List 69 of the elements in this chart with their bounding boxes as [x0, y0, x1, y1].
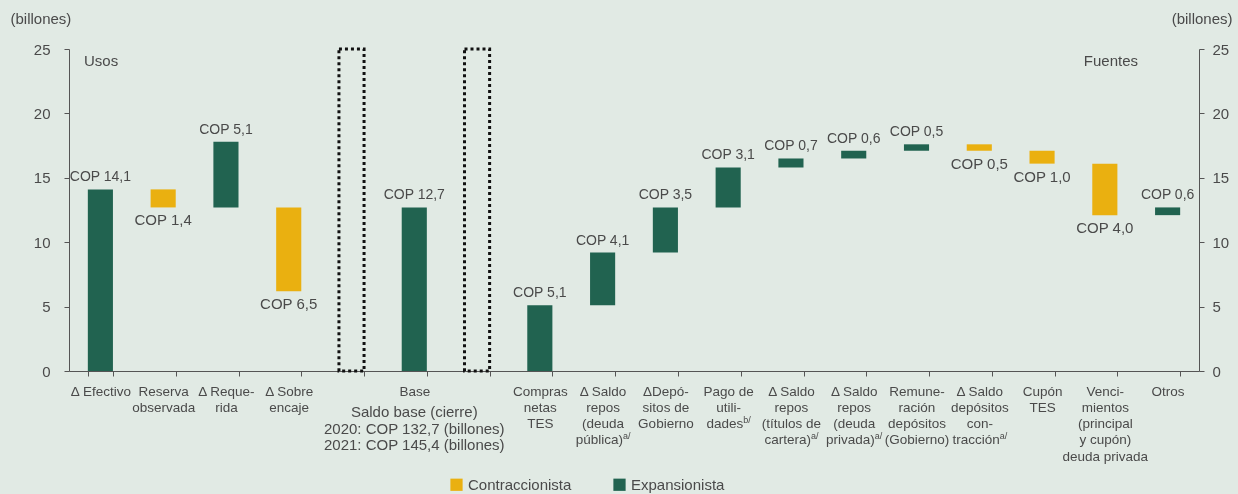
x-tick-label: Pago de utili- dades$^{b/}$: [703, 383, 754, 432]
bar: [276, 207, 302, 292]
y2-axis-title: (billones): [1171, 9, 1233, 27]
data-label: COP 5,1: [513, 284, 567, 301]
y2-tick-label: 5: [1212, 298, 1221, 316]
data-label: COP 0,6: [1140, 186, 1195, 203]
y-tick-label: 25: [33, 40, 51, 58]
y-tick-label: 5: [42, 298, 51, 316]
data-label: COP 0,5: [950, 154, 1008, 172]
x-tick-label: Δ Efectivo: [70, 383, 131, 399]
y-tick-label: 20: [33, 104, 51, 122]
x-tick-label: Δ Sobre encaje: [265, 383, 314, 415]
x-tick-label: Δ Saldo repos (deuda pública)$^{a/}$: [575, 383, 631, 448]
x-tick-label: Base: [399, 383, 431, 399]
bar: [1029, 150, 1055, 164]
bar: [1155, 207, 1181, 216]
data-label: COP 3,5: [638, 186, 693, 203]
data-label: COP 4,1: [575, 231, 630, 248]
annotation: Usos: [84, 52, 119, 69]
data-label: COP 1,0: [1013, 167, 1071, 185]
bar: [87, 189, 113, 371]
bar: [590, 252, 616, 306]
bar: [1092, 163, 1118, 216]
x-tick-label: Remune- ración depósitos (Gobierno): [884, 383, 950, 448]
data-label: COP 0,6: [827, 129, 881, 146]
bar: [652, 207, 678, 253]
x-tick-label: Δ Saldo repos (títulos de cartera)$^{a/}$: [761, 383, 822, 448]
data-label: COP 5,1: [199, 120, 253, 137]
y-tick-label: 0: [42, 362, 51, 380]
bar: [527, 305, 553, 371]
bar: [337, 47, 366, 373]
x-tick-label: Compras netas TES: [512, 383, 568, 432]
y2-tick-label: 25: [1212, 40, 1230, 58]
x-tick-label: Δ Saldo depósitos con- tracción$^{a/}$: [950, 383, 1009, 448]
bar: [463, 47, 492, 373]
data-label: COP 3,1: [701, 146, 756, 163]
data-label: COP 14,1: [69, 168, 132, 185]
bar: [401, 207, 427, 371]
y-tick-label: 10: [33, 233, 51, 251]
data-label: COP 4,0: [1076, 219, 1134, 237]
x-tick-label: Cupón TES: [1022, 383, 1063, 415]
data-label: COP 0,5: [889, 123, 944, 140]
y-tick-label: 15: [33, 169, 51, 187]
bar: [966, 144, 992, 151]
bar: [841, 150, 867, 159]
data-label: COP 12,7: [383, 186, 446, 203]
legend-label: Expansionista: [631, 475, 726, 493]
y-axis-title: (billones): [10, 9, 72, 27]
x-tick-label: Otros: [1151, 383, 1185, 399]
data-label: COP 6,5: [260, 295, 318, 313]
x-tick-label: Δ Saldo repos (deuda privada)$^{a/}$: [826, 383, 883, 448]
annotation: Fuentes: [1083, 52, 1138, 69]
data-label: COP 0,7: [764, 137, 818, 154]
x-tick-label: ΔDepó- sitos de Gobierno: [638, 383, 694, 432]
legend-label: Contraccionista: [468, 475, 573, 493]
bar: [715, 167, 741, 208]
y2-tick-label: 0: [1212, 362, 1221, 380]
x-tick-label: Δ Reque- rida: [198, 383, 255, 415]
y2-tick-label: 15: [1212, 169, 1230, 187]
y2-tick-label: 10: [1212, 233, 1230, 251]
bar: [903, 144, 930, 151]
text: Saldo base (cierre) 2020: COP 132,7 (billones) 2021: COP 145,4 (billones): [323, 403, 505, 453]
data-label: COP 1,4: [134, 211, 192, 229]
x-tick-label: Reserva observada: [132, 383, 196, 415]
bar: [778, 158, 804, 168]
x-tick-label: Venci- mientos (principal y cupón) deuda privada: [1062, 383, 1149, 464]
bar: [150, 189, 176, 208]
y2-tick-label: 20: [1212, 104, 1230, 122]
bar: [213, 141, 239, 208]
